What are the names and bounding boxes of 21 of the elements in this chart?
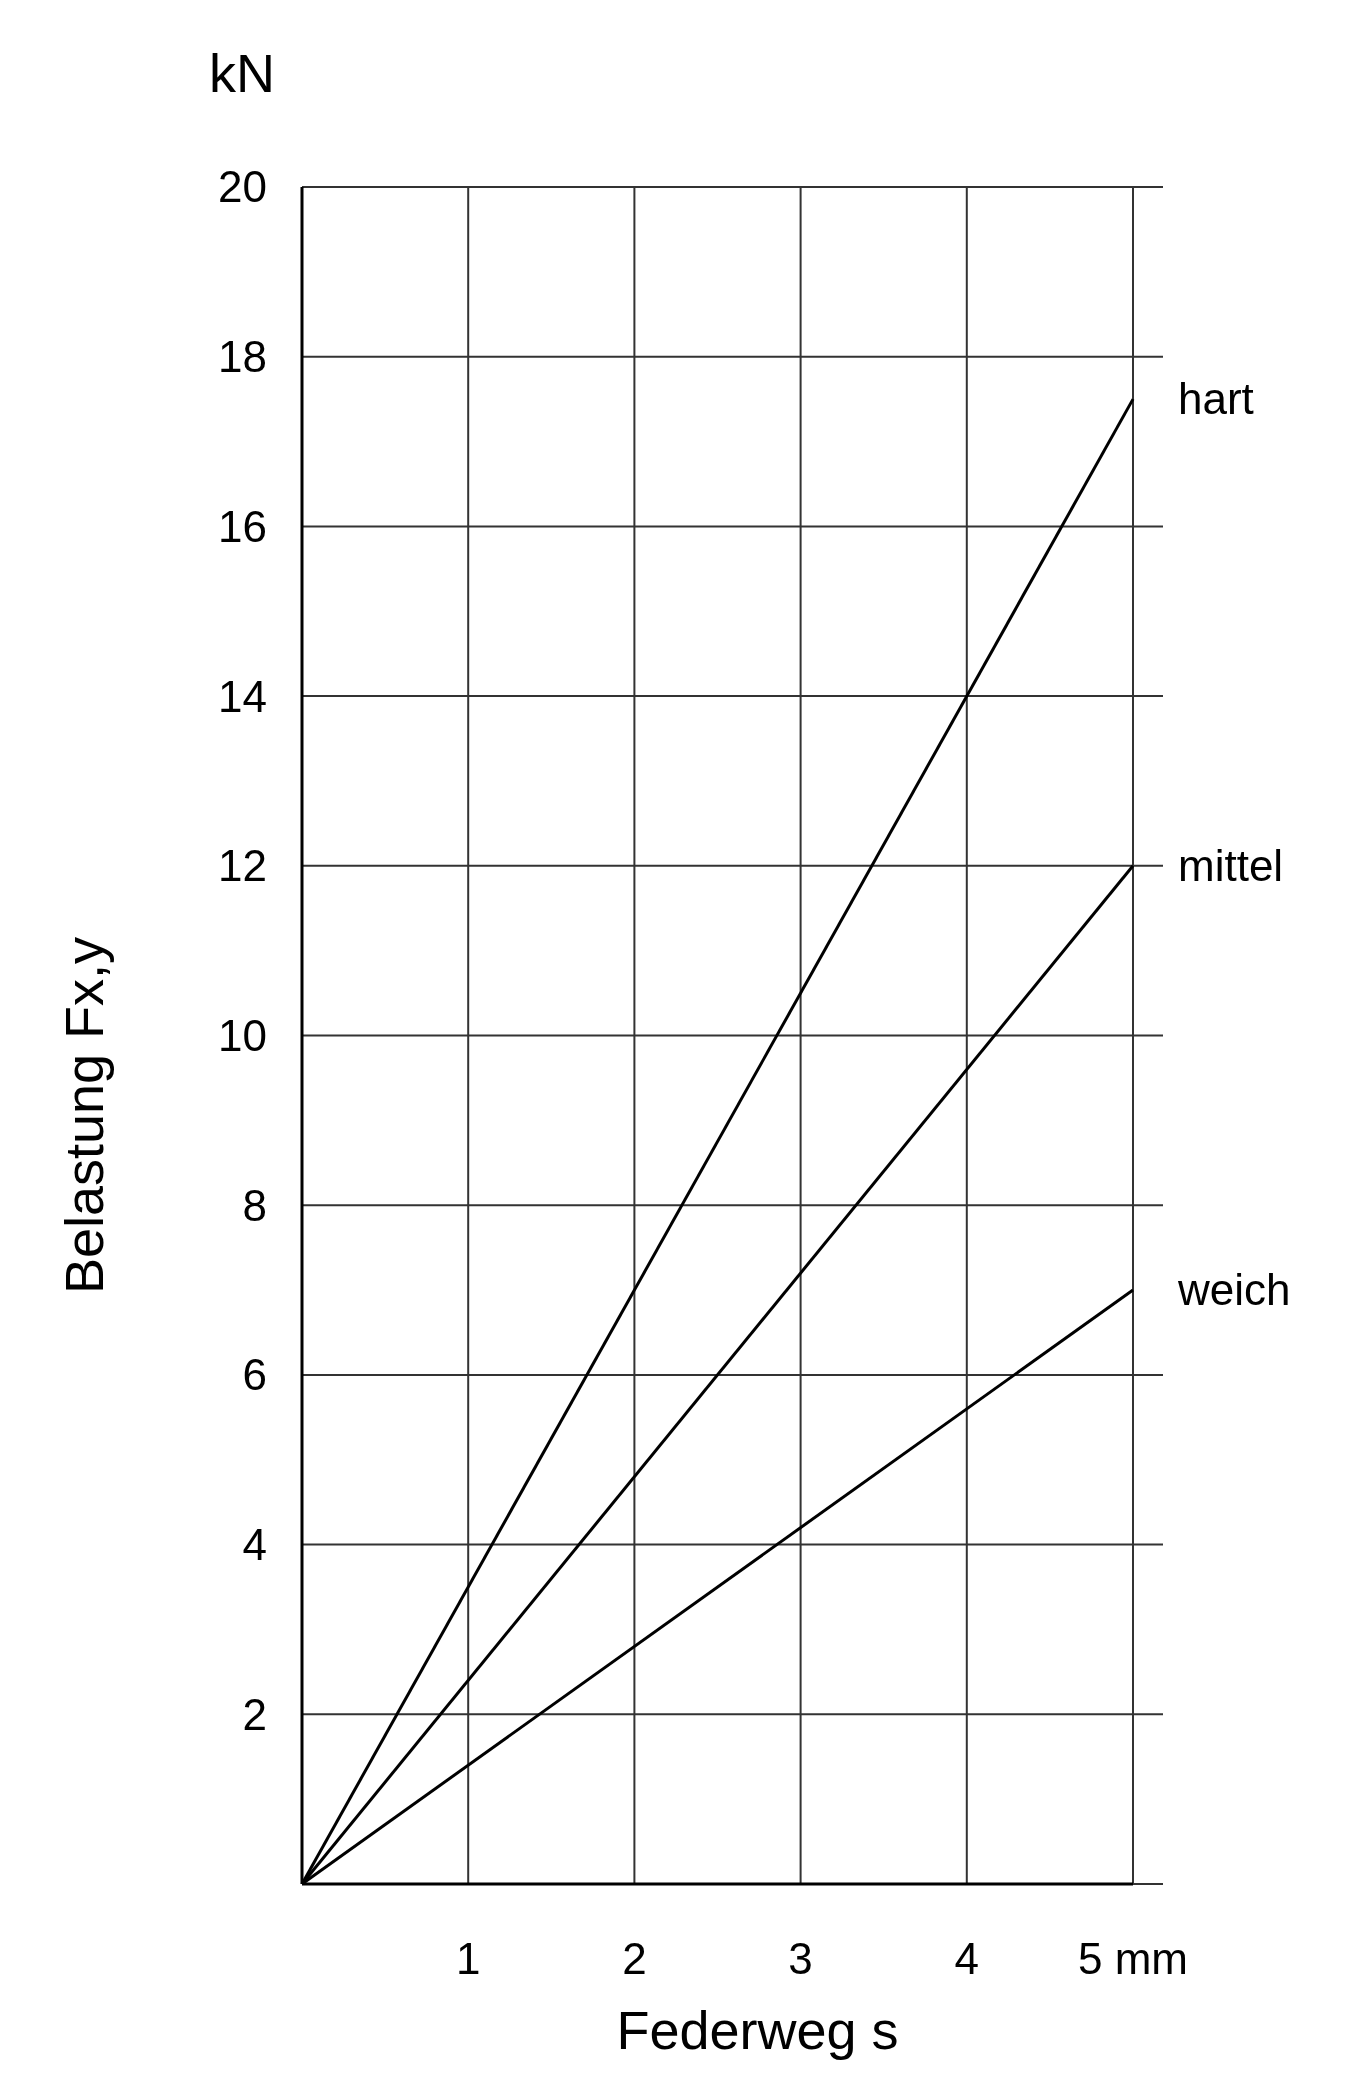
series-label: mittel	[1178, 840, 1284, 890]
y-tick-label: 10	[218, 1010, 267, 1060]
text: kN	[209, 43, 275, 103]
y-axis-title: Belastung Fx,y	[54, 936, 114, 1295]
y-tick-label: 4	[242, 1520, 267, 1569]
y-tick-label: 8	[242, 1180, 267, 1230]
y-tick-label: 12	[218, 841, 267, 891]
y-tick-label: 20	[218, 162, 267, 212]
series-label: weich	[1177, 1265, 1291, 1315]
y-tick-label: 14	[218, 671, 267, 721]
y-tick-label: 16	[218, 501, 267, 551]
x-axis-title: Federweg s	[616, 2000, 899, 2060]
y-tick-label: 6	[242, 1350, 267, 1400]
y-tick-label: 18	[218, 332, 267, 382]
x-tick-label: 3	[788, 1934, 813, 1983]
x-tick-label: 4	[954, 1934, 980, 1983]
y-tick-label: 2	[242, 1689, 267, 1739]
x-tick-label: 1	[455, 1934, 481, 1983]
x-tick-label: 2	[622, 1934, 647, 1983]
series-label: hart	[1178, 374, 1254, 424]
x-tick-label: 5 mm	[1078, 1934, 1188, 1983]
